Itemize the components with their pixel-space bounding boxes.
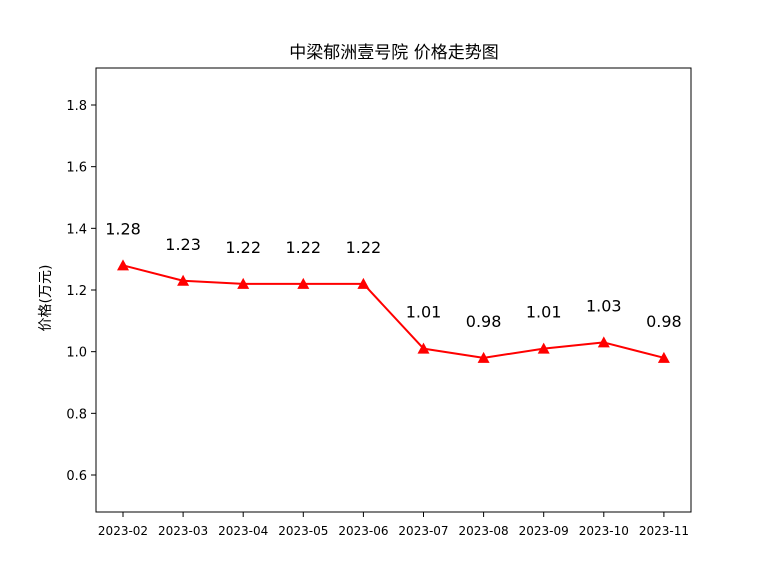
- x-tick-label: 2023-02: [98, 524, 148, 538]
- x-tick-label: 2023-10: [579, 524, 629, 538]
- x-tick-label: 2023-09: [519, 524, 569, 538]
- x-tick-label: 2023-08: [459, 524, 509, 538]
- data-label: 1.28: [105, 219, 141, 238]
- data-label: 1.01: [406, 303, 442, 322]
- data-point-marker: [477, 351, 490, 363]
- data-point-marker: [357, 277, 370, 289]
- y-tick-label: 1.2: [66, 284, 87, 299]
- y-axis-label: 价格(万元): [38, 265, 54, 332]
- y-tick-label: 0.6: [66, 469, 87, 484]
- x-tick-label: 2023-04: [218, 524, 268, 538]
- series-line: [122, 264, 665, 359]
- data-label: 1.03: [586, 296, 622, 315]
- data-label: 1.01: [526, 303, 562, 322]
- y-tick-label: 1.8: [66, 99, 87, 114]
- y-tick-label: 0.8: [66, 407, 87, 422]
- x-axis-ticks: 2023-02 2023-03 2023-04 2023-05 2023-06 2023-…: [98, 512, 689, 538]
- x-tick-label: 2023-05: [278, 524, 328, 538]
- data-point-marker: [237, 277, 250, 289]
- x-tick-label: 2023-11: [639, 524, 689, 538]
- y-tick-label: 1.4: [66, 222, 87, 237]
- x-tick-label: 2023-06: [338, 524, 388, 538]
- series-markers: [117, 259, 670, 363]
- y-tick-label: 1.6: [66, 161, 87, 176]
- chart-title: 中梁郁洲壹号院 价格走势图: [289, 43, 498, 63]
- data-labels: 1.28 1.23 1.22 1.22 1.22 1.01 0.98 1.01 1.03 0.98: [105, 219, 682, 331]
- data-point-marker: [537, 342, 550, 354]
- data-label: 1.22: [346, 238, 382, 257]
- data-point-marker: [297, 277, 310, 289]
- data-label: 0.98: [646, 312, 682, 331]
- x-tick-label: 2023-07: [398, 524, 448, 538]
- data-point-marker: [117, 259, 129, 271]
- data-point-marker: [177, 274, 190, 286]
- data-label: 1.22: [225, 238, 261, 257]
- y-axis-ticks: 0.6 0.8 1.0 1.2 1.4 1.6 1.8: [66, 99, 96, 484]
- x-tick-label: 2023-03: [158, 524, 208, 538]
- data-label: 0.98: [466, 312, 502, 331]
- data-label: 1.22: [285, 238, 321, 257]
- data-point-marker: [417, 342, 430, 354]
- y-tick-label: 1.0: [66, 346, 87, 361]
- plot-area-frame: [95, 67, 692, 513]
- data-point-marker: [597, 336, 610, 348]
- data-point-marker: [657, 351, 670, 363]
- data-label: 1.23: [165, 235, 201, 254]
